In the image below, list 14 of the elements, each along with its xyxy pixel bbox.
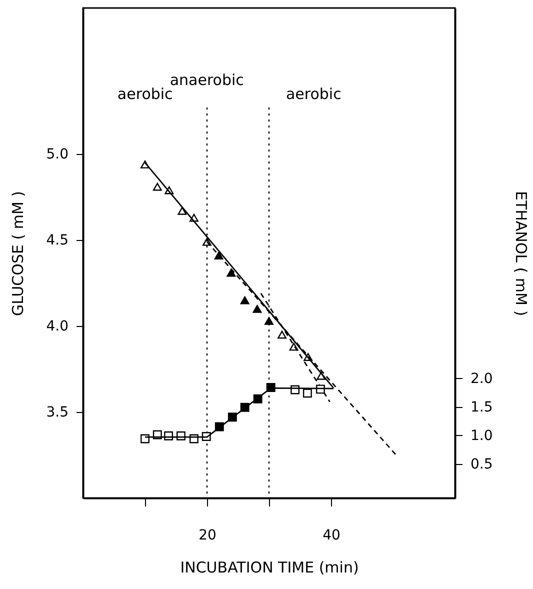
x-tick-label: 20 xyxy=(198,528,216,544)
y-axis-title: GLUCOSE ( mM ) xyxy=(9,190,28,316)
y2-tick-label: 0.5 xyxy=(470,456,493,472)
y2-axis-title: ETHANOL ( mM ) xyxy=(512,190,530,316)
y-tick-label: 4.0 xyxy=(46,318,68,335)
y-tick-label: 3.5 xyxy=(46,404,68,421)
x-tick-label: 40 xyxy=(322,528,340,544)
y2-tick-label: 1.5 xyxy=(470,399,493,416)
x-axis-title: INCUBATION TIME (min) xyxy=(180,558,359,576)
annotation: aerobic xyxy=(286,84,342,103)
y2-tick-label: 2.0 xyxy=(470,370,493,387)
y-tick-label: 4.5 xyxy=(46,232,68,249)
y2-tick-label: 1.0 xyxy=(470,428,493,444)
y-tick-label: 5.0 xyxy=(46,146,68,163)
